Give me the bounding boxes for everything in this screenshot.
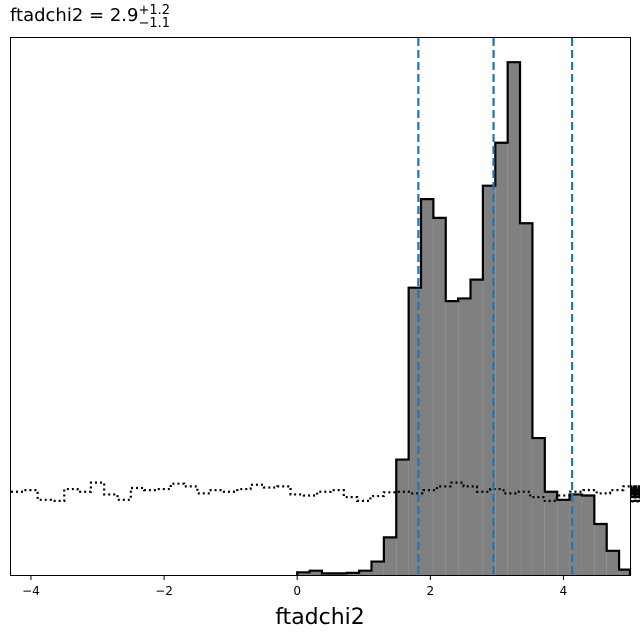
x-tick-label: 4 <box>560 584 568 598</box>
histogram-bar <box>371 561 384 575</box>
histogram-bar <box>445 301 459 575</box>
title-param-name: ftadchi2 <box>10 5 83 26</box>
histogram-bar <box>507 62 521 576</box>
x-tick-label: 0 <box>293 584 301 598</box>
histogram-bar <box>458 298 471 575</box>
title-equals: = <box>83 5 110 26</box>
histogram-bar <box>309 570 322 575</box>
x-axis: −4 −2 0 2 4 <box>22 575 567 598</box>
histogram-bar <box>297 572 310 575</box>
plot-area <box>11 38 640 576</box>
histogram-bar <box>581 495 595 575</box>
title-median: 2.9 <box>110 5 139 26</box>
histogram-bar <box>594 523 607 575</box>
posterior-bars <box>297 62 630 576</box>
histogram-bar <box>606 550 620 575</box>
histogram-bar <box>532 438 545 575</box>
histogram-bar <box>383 537 397 575</box>
histogram-bar <box>520 223 533 575</box>
posterior-outline <box>296 61 632 575</box>
histogram-bar <box>470 279 483 575</box>
histogram-bar <box>421 199 434 575</box>
histogram-bar <box>495 142 508 575</box>
chart-title: ftadchi2 = 2.9+1.2 −1.1 <box>10 3 170 31</box>
x-tick-label: −4 <box>22 584 40 598</box>
title-upper-error: +1.2 <box>138 3 170 18</box>
x-axis-label: ftadchi2 <box>275 605 365 630</box>
x-tick-label: 2 <box>427 584 435 598</box>
histogram-bar <box>433 217 446 575</box>
x-tick-label: −2 <box>155 584 173 598</box>
histogram-bar <box>557 499 570 575</box>
histogram-bar <box>408 287 422 575</box>
histogram-bar <box>544 491 558 575</box>
histogram-bar <box>359 570 372 575</box>
axes-frame <box>10 37 631 576</box>
title-lower-error: −1.1 <box>138 16 170 31</box>
histogram-bar <box>396 459 409 575</box>
histogram-bar <box>482 185 496 576</box>
histogram-bar <box>619 569 630 575</box>
